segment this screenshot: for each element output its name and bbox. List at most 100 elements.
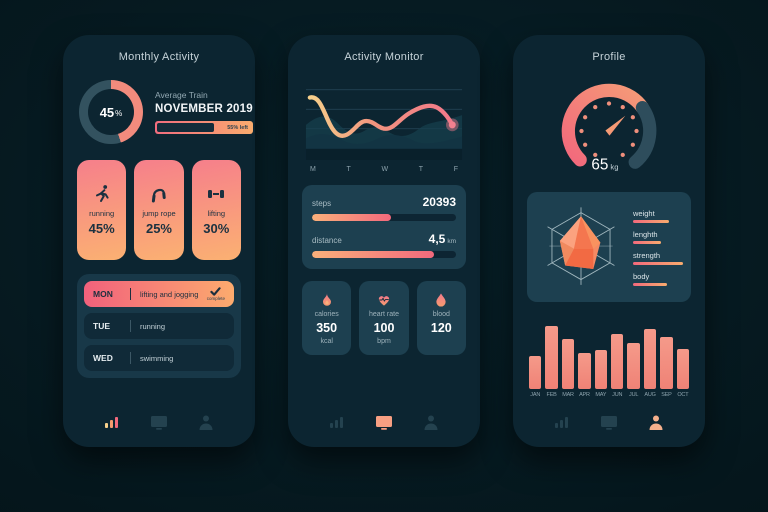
month-label: OCT bbox=[677, 392, 689, 398]
month-column: MAY bbox=[594, 314, 608, 398]
month-remaining-label: 55% left bbox=[227, 124, 248, 131]
legend-bar bbox=[633, 240, 661, 244]
stat-unit: kcal bbox=[320, 337, 333, 345]
month-column: APR bbox=[578, 314, 591, 398]
schedule-row-wed[interactable]: WED swimming bbox=[84, 345, 234, 371]
month-bar bbox=[676, 348, 690, 389]
check-icon bbox=[210, 287, 221, 296]
legend-bar bbox=[633, 219, 669, 223]
card-value: 25% bbox=[145, 221, 172, 236]
distance-progress-track bbox=[312, 250, 456, 258]
jump-rope-icon bbox=[151, 188, 166, 203]
month-label: JUN bbox=[612, 392, 623, 398]
distance-number: 4,5 bbox=[428, 231, 446, 246]
weight-gauge: 65 kg bbox=[527, 78, 691, 184]
month-progress-fill bbox=[157, 123, 214, 132]
legend-label: weight bbox=[633, 208, 655, 218]
day-label: W bbox=[381, 165, 389, 173]
legend-bar bbox=[633, 282, 667, 286]
distance-label: distance bbox=[312, 235, 342, 245]
nav-monitor-button[interactable] bbox=[596, 411, 622, 433]
stat-value: 100 bbox=[373, 320, 395, 335]
nav-profile-button[interactable] bbox=[418, 411, 444, 433]
page-title: Monthly Activity bbox=[118, 51, 200, 63]
gauge-arc-rest bbox=[628, 101, 657, 169]
donut-percent-value: 45 bbox=[99, 104, 115, 120]
schedule-row-tue[interactable]: TUE running bbox=[84, 313, 234, 339]
schedule-day: MON bbox=[93, 289, 113, 299]
monitor-icon bbox=[375, 415, 392, 430]
card-blood[interactable]: blood 120 bbox=[416, 280, 466, 355]
nav-monitor-button[interactable] bbox=[146, 411, 172, 433]
divider bbox=[130, 352, 131, 364]
month-bar bbox=[643, 328, 657, 389]
schedule-activity: swimming bbox=[140, 353, 174, 363]
card-running[interactable]: running 45% bbox=[77, 160, 127, 260]
legend-label: strength bbox=[633, 250, 661, 260]
heart-pulse-icon bbox=[378, 296, 390, 306]
divider bbox=[130, 288, 131, 300]
month-label: JAN bbox=[530, 392, 541, 398]
nav-profile-button[interactable] bbox=[643, 411, 669, 433]
card-label: running bbox=[89, 209, 115, 218]
steps-label: steps bbox=[312, 198, 332, 208]
day-label: T bbox=[418, 165, 424, 173]
phone-activity-monitor: Activity Monitor M T W T F bbox=[288, 35, 480, 447]
average-train-label: Average Train bbox=[155, 90, 208, 100]
donut-percent: 45% bbox=[79, 80, 143, 144]
runner-icon bbox=[95, 185, 109, 202]
month-bar bbox=[627, 342, 640, 389]
month-label: FEB bbox=[546, 392, 557, 398]
month-bar bbox=[660, 337, 673, 389]
line-chart-svg bbox=[305, 89, 463, 160]
legend-item: weight bbox=[633, 209, 683, 223]
weekly-line-chart: M T W T F bbox=[304, 80, 464, 173]
stat-cards: calories 350 kcal heart rate 100 bpm blo… bbox=[302, 280, 466, 355]
card-lifting[interactable]: lifting 30% bbox=[191, 160, 241, 260]
monthly-progress-donut: 45% bbox=[79, 80, 143, 144]
month-title: NOVEMBER 2019 bbox=[155, 103, 253, 115]
stat-unit: bpm bbox=[377, 337, 391, 345]
month-column: JUN bbox=[611, 314, 624, 398]
average-train-block: Average Train NOVEMBER 2019 55% left bbox=[155, 90, 253, 134]
radar-chart-svg bbox=[547, 207, 615, 285]
month-progress-bar: 55% left bbox=[155, 121, 253, 134]
card-jump-rope[interactable]: jump rope 25% bbox=[134, 160, 184, 260]
card-heart-rate[interactable]: heart rate 100 bpm bbox=[359, 280, 409, 355]
legend-item: lenghth bbox=[633, 230, 683, 244]
day-label: T bbox=[346, 165, 351, 173]
stat-value: 350 bbox=[316, 320, 338, 335]
page-title: Activity Monitor bbox=[344, 51, 424, 63]
blood-drop-icon bbox=[436, 293, 446, 307]
legend-label: lenghth bbox=[633, 229, 658, 239]
card-value: 45% bbox=[88, 221, 115, 236]
month-bar bbox=[594, 350, 608, 389]
day-label: M bbox=[310, 165, 316, 173]
profile-icon bbox=[424, 415, 438, 430]
schedule-complete[interactable]: complete bbox=[207, 287, 225, 302]
card-value: 30% bbox=[203, 221, 230, 236]
nav-stats-button[interactable] bbox=[549, 411, 575, 433]
card-calories[interactable]: calories 350 kcal bbox=[302, 280, 352, 355]
nav-stats-button[interactable] bbox=[324, 411, 350, 433]
bottom-nav bbox=[527, 405, 691, 435]
stat-value: 120 bbox=[430, 320, 452, 335]
profile-icon bbox=[199, 415, 213, 430]
month-bar bbox=[578, 353, 591, 389]
nav-profile-button[interactable] bbox=[193, 411, 219, 433]
radar-gem bbox=[559, 216, 601, 269]
complete-label: complete bbox=[206, 295, 225, 301]
month-column: SEP bbox=[660, 314, 673, 398]
nav-stats-button[interactable] bbox=[99, 411, 125, 433]
legend-label: body bbox=[633, 271, 650, 281]
schedule-row-mon[interactable]: MON lifting and jogging complete bbox=[84, 281, 234, 307]
gauge-value: 65 kg bbox=[591, 157, 618, 174]
stat-label: blood bbox=[432, 310, 450, 318]
gauge-needle bbox=[605, 115, 626, 136]
phone-profile: Profile 65 kg bbox=[513, 35, 705, 447]
distance-progress-fill bbox=[312, 250, 435, 258]
distance-row: distance 4,5 km bbox=[312, 232, 456, 246]
distance-unit: km bbox=[447, 237, 456, 245]
stats-icon bbox=[555, 417, 569, 428]
nav-monitor-button[interactable] bbox=[371, 411, 397, 433]
